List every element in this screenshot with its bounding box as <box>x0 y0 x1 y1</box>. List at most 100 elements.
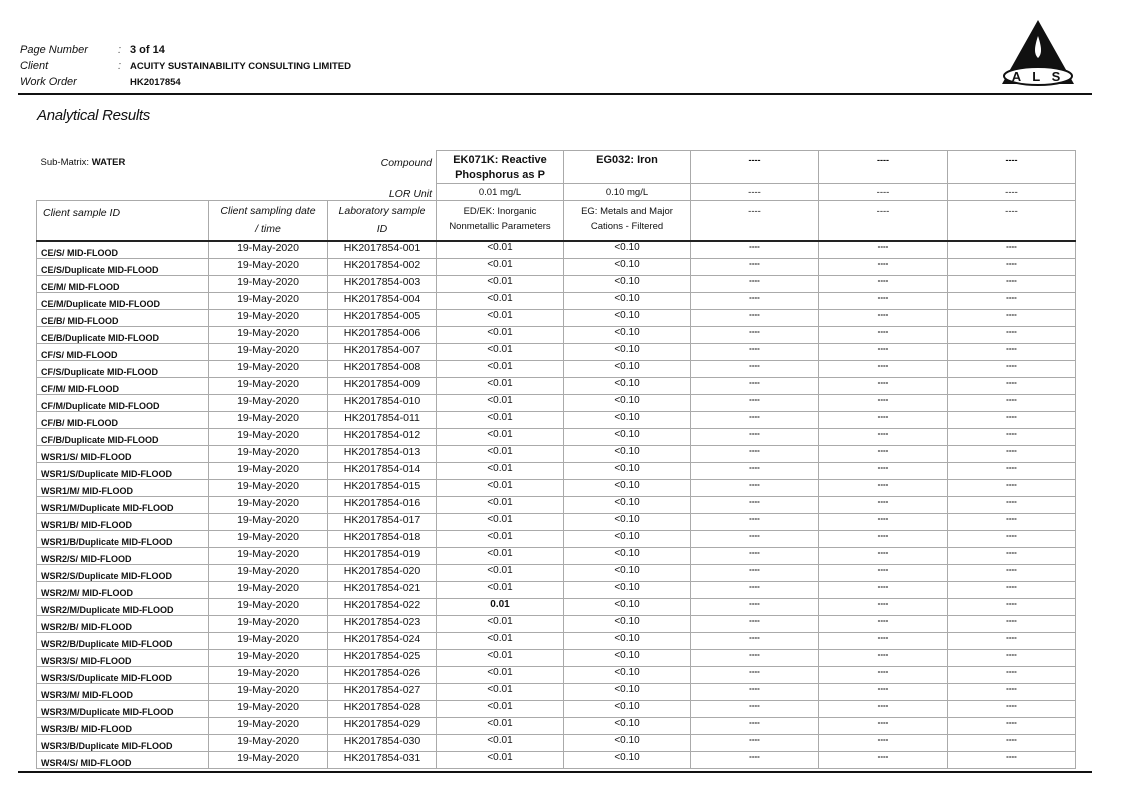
empty-result: ---- <box>690 682 819 701</box>
table-row: CE/M/ MID-FLOOD 19-May-2020 HK2017854-00… <box>36 274 1076 293</box>
sampling-date: 19-May-2020 <box>208 325 328 344</box>
sampling-date: 19-May-2020 <box>208 274 328 293</box>
compound-header: ---- <box>947 150 1076 184</box>
lab-sample-id: HK2017854-028 <box>327 699 437 718</box>
table-row: CF/B/Duplicate MID-FLOOD 19-May-2020 HK2… <box>36 427 1076 446</box>
empty-result: ---- <box>818 546 948 565</box>
lab-sample-id: HK2017854-031 <box>327 750 437 769</box>
sampling-date: 19-May-2020 <box>208 291 328 310</box>
client-sample-id: WSR2/S/ MID-FLOOD <box>36 546 209 565</box>
lor-unit: ---- <box>818 183 948 201</box>
method-group: ED/EK: Inorganic Nonmetallic Parameters <box>436 200 564 242</box>
method-group: EG: Metals and Major Cations - Filtered <box>563 200 691 242</box>
empty-result: ---- <box>818 478 948 497</box>
client-sample-id: CF/M/ MID-FLOOD <box>36 376 209 395</box>
iron-result: <0.10 <box>563 240 691 259</box>
empty-result: ---- <box>818 495 948 514</box>
table-row: CF/B/ MID-FLOOD 19-May-2020 HK2017854-01… <box>36 410 1076 429</box>
header-divider <box>18 93 1092 95</box>
lab-sample-id: HK2017854-022 <box>327 597 437 616</box>
client-sample-id: WSR1/S/ MID-FLOOD <box>36 444 209 463</box>
empty-result: ---- <box>818 665 948 684</box>
client-sample-id: CF/M/Duplicate MID-FLOOD <box>36 393 209 412</box>
sampling-date: 19-May-2020 <box>208 563 328 582</box>
sampling-date: 19-May-2020 <box>208 495 328 514</box>
empty-result: ---- <box>947 376 1076 395</box>
table-row: WSR1/B/ MID-FLOOD 19-May-2020 HK2017854-… <box>36 512 1076 531</box>
phosphorus-result: <0.01 <box>436 750 564 769</box>
phosphorus-result: <0.01 <box>436 291 564 310</box>
empty-result: ---- <box>818 359 948 378</box>
phosphorus-result: <0.01 <box>436 682 564 701</box>
table-row: WSR2/B/ MID-FLOOD 19-May-2020 HK2017854-… <box>36 614 1076 633</box>
lab-sample-id: HK2017854-002 <box>327 257 437 276</box>
phosphorus-result: <0.01 <box>436 563 564 582</box>
iron-result: <0.10 <box>563 325 691 344</box>
client-sample-id: WSR4/S/ MID-FLOOD <box>36 750 209 769</box>
sampling-date: 19-May-2020 <box>208 529 328 548</box>
sampling-date: 19-May-2020 <box>208 580 328 599</box>
client-sample-id: WSR3/M/Duplicate MID-FLOOD <box>36 699 209 718</box>
iron-result: <0.10 <box>563 716 691 735</box>
table-row: WSR3/B/Duplicate MID-FLOOD 19-May-2020 H… <box>36 733 1076 752</box>
table-row: WSR1/S/ MID-FLOOD 19-May-2020 HK2017854-… <box>36 444 1076 463</box>
page-number-value: 3 of 14 <box>130 44 165 56</box>
table-row: WSR4/S/ MID-FLOOD 19-May-2020 HK2017854-… <box>36 750 1076 769</box>
empty-result: ---- <box>947 614 1076 633</box>
empty-result: ---- <box>690 410 819 429</box>
empty-result: ---- <box>690 240 819 259</box>
table-row: CF/S/ MID-FLOOD 19-May-2020 HK2017854-00… <box>36 342 1076 361</box>
lab-sample-id: HK2017854-004 <box>327 291 437 310</box>
iron-result: <0.10 <box>563 478 691 497</box>
lab-sample-id: HK2017854-007 <box>327 342 437 361</box>
results-table: Sub-Matrix: WATER Compound EK071K: React… <box>36 150 1076 769</box>
empty-result: ---- <box>690 699 819 718</box>
empty-result: ---- <box>947 478 1076 497</box>
empty-result: ---- <box>818 308 948 327</box>
lab-sample-id: HK2017854-005 <box>327 308 437 327</box>
sampling-date: 19-May-2020 <box>208 648 328 667</box>
client-sample-id: WSR2/M/ MID-FLOOD <box>36 580 209 599</box>
lab-sample-id: HK2017854-009 <box>327 376 437 395</box>
empty-result: ---- <box>818 631 948 650</box>
empty-result: ---- <box>818 597 948 616</box>
client-value: ACUITY SUSTAINABILITY CONSULTING LIMITED <box>130 60 351 72</box>
client-sample-id: WSR3/B/Duplicate MID-FLOOD <box>36 733 209 752</box>
empty-result: ---- <box>947 342 1076 361</box>
empty-result: ---- <box>947 359 1076 378</box>
footer-divider <box>18 771 1092 773</box>
table-row: CE/M/Duplicate MID-FLOOD 19-May-2020 HK2… <box>36 291 1076 310</box>
phosphorus-result: <0.01 <box>436 648 564 667</box>
empty-result: ---- <box>947 699 1076 718</box>
empty-result: ---- <box>690 648 819 667</box>
phosphorus-result: <0.01 <box>436 461 564 480</box>
empty-result: ---- <box>818 529 948 548</box>
sampling-date: 19-May-2020 <box>208 376 328 395</box>
client-sample-id: WSR1/B/ MID-FLOOD <box>36 512 209 531</box>
work-order-value: HK2017854 <box>130 76 181 88</box>
table-row: WSR2/S/Duplicate MID-FLOOD 19-May-2020 H… <box>36 563 1076 582</box>
client-label: Client <box>20 60 49 72</box>
sampling-date: 19-May-2020 <box>208 597 328 616</box>
client-sample-id: WSR3/S/Duplicate MID-FLOOD <box>36 665 209 684</box>
iron-result: <0.10 <box>563 631 691 650</box>
lab-sample-id: HK2017854-030 <box>327 733 437 752</box>
work-order-label: Work Order <box>20 76 77 88</box>
table-row: WSR1/M/Duplicate MID-FLOOD 19-May-2020 H… <box>36 495 1076 514</box>
iron-result: <0.10 <box>563 563 691 582</box>
report-header: Page Number:3 of 14 Client: ACUITY SUSTAI… <box>20 44 351 88</box>
sampling-date: 19-May-2020 <box>208 699 328 718</box>
client-sample-id: CF/B/Duplicate MID-FLOOD <box>36 427 209 446</box>
empty-result: ---- <box>818 461 948 480</box>
table-row: WSR3/S/ MID-FLOOD 19-May-2020 HK2017854-… <box>36 648 1076 667</box>
page-number-label: Page Number <box>20 44 88 56</box>
phosphorus-result: <0.01 <box>436 478 564 497</box>
empty-result: ---- <box>818 648 948 667</box>
empty-result: ---- <box>818 563 948 582</box>
client-sample-id: CE/B/Duplicate MID-FLOOD <box>36 325 209 344</box>
table-row: WSR1/S/Duplicate MID-FLOOD 19-May-2020 H… <box>36 461 1076 480</box>
lor-unit: 0.01 mg/L <box>436 183 564 201</box>
empty-result: ---- <box>818 750 948 769</box>
table-row: WSR3/S/Duplicate MID-FLOOD 19-May-2020 H… <box>36 665 1076 684</box>
table-row: WSR1/M/ MID-FLOOD 19-May-2020 HK2017854-… <box>36 478 1076 497</box>
